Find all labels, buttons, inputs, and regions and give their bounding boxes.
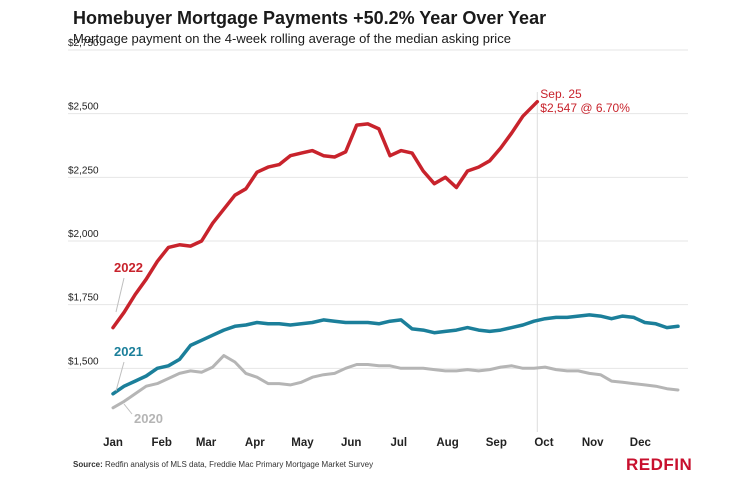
source-text: Redfin analysis of MLS data, Freddie Mac… [102,460,374,469]
chart-subtitle: Mortgage payment on the 4-week rolling a… [73,31,511,46]
x-tick-label: Feb [152,437,172,449]
redfin-logo: REDFIN [626,455,693,474]
annotation-value: $2,547 @ 6.70% [540,101,630,115]
series-line-2021 [111,313,680,396]
series-label-leader-2021 [115,361,125,392]
x-tick-label: Sep [486,437,507,449]
series-label-2020: 2020 [134,411,163,426]
series-line-2022 [111,99,540,330]
y-tick-label: $2,750 [68,38,99,49]
series-label-leader-2022 [115,277,125,313]
series-lines [111,99,680,410]
x-tick-label: Jun [341,437,361,449]
series-labels: 2022 2021 2020 [114,260,163,426]
chart-title: Homebuyer Mortgage Payments +50.2% Year … [73,8,547,28]
x-tick-label: Nov [582,437,604,449]
series-label-2021: 2021 [114,344,143,359]
series-label-2022: 2022 [114,260,143,275]
y-tick-label: $1,500 [68,356,99,367]
x-tick-label: Jul [391,437,408,449]
x-tick-label: Jan [103,437,123,449]
y-tick-label: $1,750 [68,293,99,304]
source-label: Source: [73,460,103,469]
x-tick-label: Dec [630,437,652,449]
y-tick-label: $2,000 [68,229,99,240]
x-tick-label: Mar [196,437,217,449]
x-tick-label: Apr [245,437,265,449]
x-tick-label: May [291,437,314,449]
series-label-leader-2020 [123,403,133,415]
y-tick-label: $2,250 [68,165,99,176]
grid-lines [68,49,688,369]
y-tick-label: $2,500 [68,102,99,113]
x-tick-label: Oct [534,437,553,449]
source-note: Source: Redfin analysis of MLS data, Fre… [73,460,373,469]
y-axis-ticks: $1,500 $1,750 $2,000 $2,250 $2,500 $2,750 [68,38,99,367]
x-tick-label: Aug [436,437,458,449]
x-axis-months: Jan Feb Mar Apr May Jun Jul Aug Sep Oct Nov Dec [103,437,651,449]
series-line-2020 [111,354,680,410]
annotation-date: Sep. 25 [540,87,582,101]
